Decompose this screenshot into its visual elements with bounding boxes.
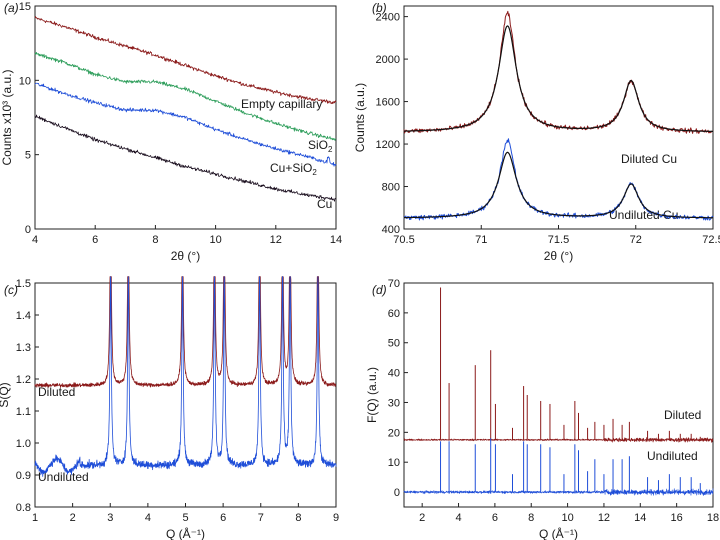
panel-a-y-tick-label: 15 (19, 1, 31, 13)
panel-d-x-tick-label: 12 (598, 512, 610, 524)
panel-b-y-tick-label: 400 (382, 224, 400, 236)
panel-c-y-tick-label: 1.3 (16, 342, 31, 354)
panel-c-y-tick-label: 0.8 (16, 502, 31, 514)
panel-b-y-tick-label: 1200 (376, 139, 400, 151)
panel-d-x-tick-label: 8 (528, 512, 534, 524)
panel-b-y-tick-label: 2400 (376, 12, 400, 24)
panel-b-x-tick-label: 72 (630, 234, 642, 246)
panel-b-x-tick-label: 71.5 (548, 234, 569, 246)
panel-c-x-tick-label: 4 (145, 512, 151, 524)
panel-b-data-line (403, 10, 714, 134)
panel-c-x-tick-label: 1 (32, 512, 38, 524)
label-empty-capillary: Empty capillary (241, 97, 322, 111)
panel-d-y-tick-label: 10 (388, 457, 400, 469)
label-undiluted-cu: Undiluted Cu (609, 208, 678, 222)
panel-c-y-tick-label: 1.4 (16, 310, 31, 322)
panel-a-y-tick-label: 10 (19, 75, 31, 87)
panel-c-x-tick-label: 8 (295, 512, 301, 524)
panel-b-x-axis-label: 2θ (°) (544, 249, 573, 263)
panel-b-plot-frame (403, 5, 714, 230)
panel-c-series-line (34, 276, 337, 477)
panel-c-y-tick-label: 1.2 (16, 374, 31, 386)
label-cu-sio2: Cu+SiO2 (270, 161, 317, 177)
panel-c-y-tick-label: 1.0 (16, 438, 31, 450)
panel-d-y-tick-label: 0 (394, 487, 400, 499)
panel-b-x-tick-label: 70.5 (393, 234, 414, 246)
panel-a-series-line (34, 51, 337, 141)
panel-b-fit-line (403, 25, 714, 133)
panel-a-x-tick-label: 4 (32, 234, 38, 246)
panel-c-x-tick-label: 5 (182, 512, 188, 524)
label-diluted: Diluted (38, 385, 75, 399)
panel-c-x-tick-label: 2 (70, 512, 76, 524)
panel-d-x-tick-label: 16 (671, 512, 683, 524)
panel-b-y-axis-label: Counts (a.u.) (353, 83, 367, 152)
panel-d-x-tick-label: 6 (492, 512, 498, 524)
panel-a-x-tick-label: 6 (92, 234, 98, 246)
panel-c-y-axis-label: S(Q) (0, 382, 11, 407)
label-undiluted: Undiluted (38, 470, 89, 484)
panel-letter-a: (a) (4, 1, 19, 15)
panel-d-y-tick-label: 30 (388, 397, 400, 409)
panel-b-x-tick-label: 71 (475, 234, 487, 246)
label-cu: Cu (317, 197, 332, 211)
panel-d-y-tick-label: 40 (388, 368, 400, 380)
panel-c-y-tick-label: 1.1 (16, 406, 31, 418)
panel-c-y-tick-label: 1.5 (16, 278, 31, 290)
panel-c-x-axis-label: Q (Å⁻¹) (166, 526, 205, 540)
panel-a-y-tick-label: 0 (25, 224, 31, 236)
panel-letter-b: (b) (372, 1, 387, 15)
panel-letter-d: (d) (372, 283, 387, 297)
panel-c-series-line (34, 276, 337, 388)
panel-a-x-axis-label: 2θ (°) (171, 249, 200, 263)
panel-d-x-tick-label: 2 (419, 512, 425, 524)
label-diluted-cu: Diluted Cu (621, 152, 677, 166)
label-d-diluted: Diluted (664, 408, 701, 422)
panel-d-x-tick-label: 14 (634, 512, 646, 524)
panel-a-y-tick-label: 5 (25, 150, 31, 162)
panel-b-fit-line (403, 151, 714, 219)
panel-letter-c: (c) (4, 283, 18, 297)
panel-a-x-tick-label: 14 (330, 234, 342, 246)
panel-a-y-axis-label: Counts x10³ (a.u.) (0, 69, 14, 165)
panel-d-x-tick-label: 10 (561, 512, 573, 524)
panel-a-series-line (34, 82, 337, 167)
panel-d-y-axis-label: F(Q) (a.u.) (365, 367, 379, 423)
label-sio2: SiO2 (308, 138, 333, 154)
panel-d-x-tick-label: 4 (455, 512, 461, 524)
panel-c-x-tick-label: 7 (258, 512, 264, 524)
panel-a-series-line (34, 114, 337, 202)
panel-d-x-tick-label: 18 (707, 512, 719, 524)
panel-d-y-tick-label: 60 (388, 308, 400, 320)
panel-b-data-line (403, 138, 714, 221)
panel-c-x-tick-label: 9 (333, 512, 339, 524)
panel-d-y-tick-label: 50 (388, 338, 400, 350)
panel-b-y-tick-label: 800 (382, 182, 400, 194)
panel-b-x-tick-label: 72.5 (702, 234, 720, 246)
panel-b-y-tick-label: 2000 (376, 54, 400, 66)
panel-a-series-line (34, 16, 337, 105)
label-d-undiluted: Undiluted (647, 449, 698, 463)
panel-a-plot-frame (34, 5, 337, 230)
panel-a-x-tick-label: 8 (152, 234, 158, 246)
panel-b-y-tick-label: 1600 (376, 97, 400, 109)
panel-a-x-tick-label: 12 (270, 234, 282, 246)
panel-d-y-tick-label: 70 (388, 278, 400, 290)
panel-d-baseline-line (403, 437, 714, 443)
panel-d-x-axis-label: Q (Å⁻¹) (539, 526, 578, 540)
panel-c-x-tick-label: 6 (220, 512, 226, 524)
panel-c-x-tick-label: 3 (107, 512, 113, 524)
panel-a-x-tick-label: 10 (209, 234, 221, 246)
panel-d-plot-frame (403, 282, 714, 508)
panel-d-y-tick-label: 20 (388, 427, 400, 439)
panel-c-y-tick-label: 0.9 (16, 470, 31, 482)
panel-d-baseline-line (403, 488, 714, 496)
